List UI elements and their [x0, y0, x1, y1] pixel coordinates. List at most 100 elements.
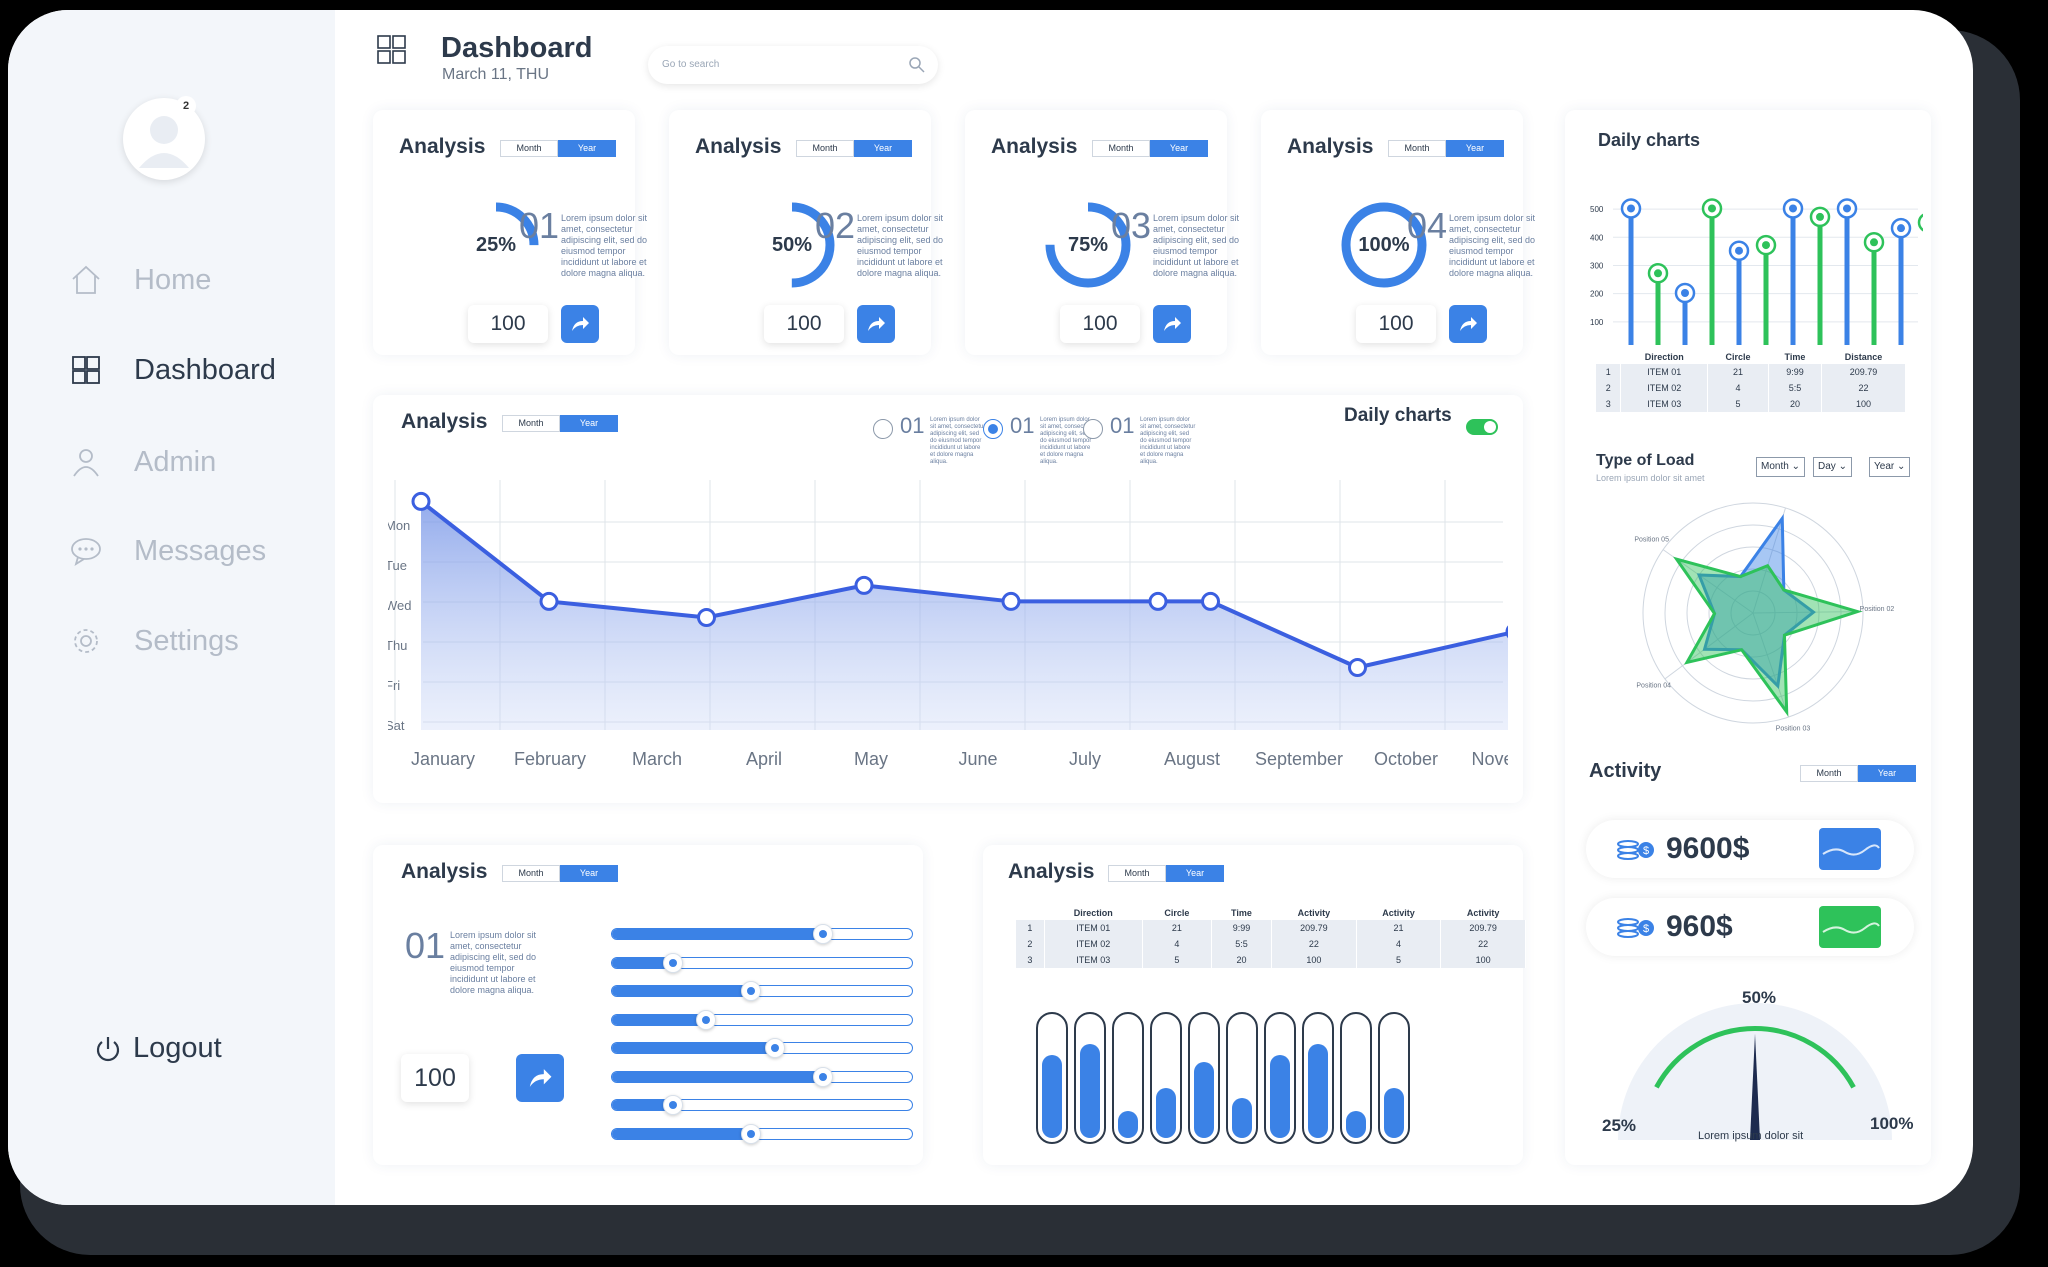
month-tab[interactable]: Month — [1388, 140, 1446, 157]
value-field[interactable]: 100 — [468, 305, 548, 343]
table-cell: 5 — [1142, 952, 1212, 968]
slider[interactable] — [611, 1038, 913, 1058]
month-tab[interactable]: Month — [500, 140, 558, 157]
share-button[interactable] — [561, 305, 599, 343]
lollipop-head — [1917, 213, 1923, 232]
share-button[interactable] — [857, 305, 895, 343]
gauge-mid-label: 50% — [1742, 988, 1777, 1007]
year-select[interactable]: Year ⌄ — [1869, 457, 1911, 477]
slider-knob[interactable] — [741, 1123, 761, 1144]
value-field[interactable]: 100 — [1356, 305, 1436, 343]
month-tab[interactable]: Month — [1800, 765, 1858, 782]
dashboard-grid-icon — [377, 35, 406, 64]
year-tab[interactable]: Year — [560, 415, 618, 432]
share-button[interactable] — [516, 1054, 564, 1102]
slider-knob[interactable] — [813, 1066, 833, 1087]
share-arrow-icon — [1460, 317, 1477, 331]
month-tab[interactable]: Month — [502, 865, 560, 882]
sidebar-item-label: Admin — [134, 445, 217, 478]
period-toggle[interactable]: Month Year — [1108, 865, 1224, 882]
slider[interactable] — [611, 1066, 913, 1087]
sidebar-item-dashboard[interactable]: Dashboard — [68, 352, 276, 388]
slider-knob[interactable] — [741, 981, 761, 1001]
period-toggle[interactable]: Month Year — [502, 865, 618, 882]
period-toggle[interactable]: Month Year — [796, 140, 912, 157]
year-tab[interactable]: Year — [558, 140, 616, 157]
table-cell: 4 — [1142, 936, 1212, 952]
value-field[interactable]: 100 — [764, 305, 844, 343]
slider[interactable] — [611, 924, 913, 944]
sidebar-item-admin[interactable]: Admin — [68, 444, 216, 480]
slider-knob[interactable] — [663, 1095, 683, 1115]
card-title: Analysis — [401, 410, 488, 433]
table-row[interactable]: 1 ITEM 01 21 9:99 209.79 21 209.79 — [1016, 920, 1526, 936]
activity-item[interactable]: $ 960$ — [1586, 898, 1914, 956]
slider[interactable] — [611, 952, 913, 973]
column-header: Circle — [1164, 908, 1190, 918]
daily-charts-switch[interactable] — [1466, 419, 1498, 435]
table-row[interactable]: 2 ITEM 02 4 5:5 22 — [1596, 380, 1906, 396]
slider[interactable] — [611, 1095, 913, 1115]
logout-button[interactable]: Logout — [93, 1032, 222, 1065]
donut-arc — [749, 202, 835, 288]
legend-number: 01 — [1110, 413, 1135, 438]
slider[interactable] — [611, 1009, 913, 1030]
slider[interactable] — [611, 1123, 913, 1144]
month-tab[interactable]: Month — [502, 415, 560, 432]
year-tab[interactable]: Year — [1858, 765, 1916, 782]
donut-arc — [1341, 202, 1427, 288]
level-bar — [1264, 1012, 1296, 1144]
activity-item[interactable]: $ 9600$ — [1586, 820, 1914, 878]
donut-percent: 25% — [475, 234, 517, 256]
legend-radio[interactable] — [983, 419, 1003, 439]
table-row[interactable]: 3 ITEM 03 5 20 100 — [1596, 396, 1906, 412]
slider-knob[interactable] — [813, 924, 833, 944]
period-toggle[interactable]: Month Year — [1092, 140, 1208, 157]
period-toggle[interactable]: Month Year — [502, 415, 618, 432]
share-button[interactable] — [1153, 305, 1191, 343]
period-toggle[interactable]: Month Year — [1388, 140, 1504, 157]
x-tick-label: September — [1255, 749, 1343, 769]
table-row[interactable]: 3 ITEM 03 5 20 100 5 100 — [1016, 952, 1526, 968]
month-select[interactable]: Month ⌄ — [1756, 457, 1805, 477]
day-select[interactable]: Day ⌄ — [1813, 457, 1852, 477]
x-tick-label: July — [1069, 749, 1101, 769]
sidebar-item-label: Messages — [134, 534, 267, 567]
search-input[interactable]: Go to search — [648, 46, 938, 84]
svg-text:$: $ — [1643, 923, 1649, 935]
slider-fill — [612, 1043, 774, 1053]
sidebar-item-settings[interactable]: Settings — [68, 623, 239, 659]
user-icon — [73, 449, 99, 477]
sidebar-item-home[interactable]: Home — [68, 262, 211, 298]
value-field[interactable]: 100 — [401, 1054, 469, 1102]
share-button[interactable] — [1449, 305, 1487, 343]
legend-radio[interactable] — [1083, 419, 1103, 439]
search-icon[interactable] — [908, 56, 926, 74]
level-fill — [1080, 1043, 1100, 1138]
legend-radio[interactable] — [873, 419, 893, 439]
year-tab[interactable]: Year — [1150, 140, 1208, 157]
period-toggle[interactable]: Month Year — [500, 140, 616, 157]
month-tab[interactable]: Month — [796, 140, 854, 157]
month-tab[interactable]: Month — [1108, 865, 1166, 882]
year-tab[interactable]: Year — [560, 865, 618, 882]
item-number: 04 — [1407, 205, 1448, 246]
x-tick-label: February — [514, 749, 586, 769]
slider[interactable] — [611, 981, 913, 1001]
slider-knob[interactable] — [696, 1009, 716, 1030]
table-cell: ITEM 03 — [1620, 396, 1709, 412]
radar-axis-label: Position 04 — [1636, 682, 1671, 689]
value-field[interactable]: 100 — [1060, 305, 1140, 343]
year-tab[interactable]: Year — [1446, 140, 1504, 157]
year-tab[interactable]: Year — [1166, 865, 1224, 882]
power-icon — [96, 1036, 120, 1061]
month-tab[interactable]: Month — [1092, 140, 1150, 157]
lollipop-dot — [1789, 204, 1797, 213]
year-tab[interactable]: Year — [854, 140, 912, 157]
sidebar-item-messages[interactable]: Messages — [68, 533, 266, 569]
table-row[interactable]: 1 ITEM 01 21 9:99 209.79 — [1596, 364, 1906, 380]
table-row[interactable]: 2 ITEM 02 4 5:5 22 4 22 — [1016, 936, 1526, 952]
slider-knob[interactable] — [765, 1038, 785, 1058]
slider-knob[interactable] — [663, 952, 683, 973]
period-toggle[interactable]: Month Year — [1800, 765, 1916, 782]
